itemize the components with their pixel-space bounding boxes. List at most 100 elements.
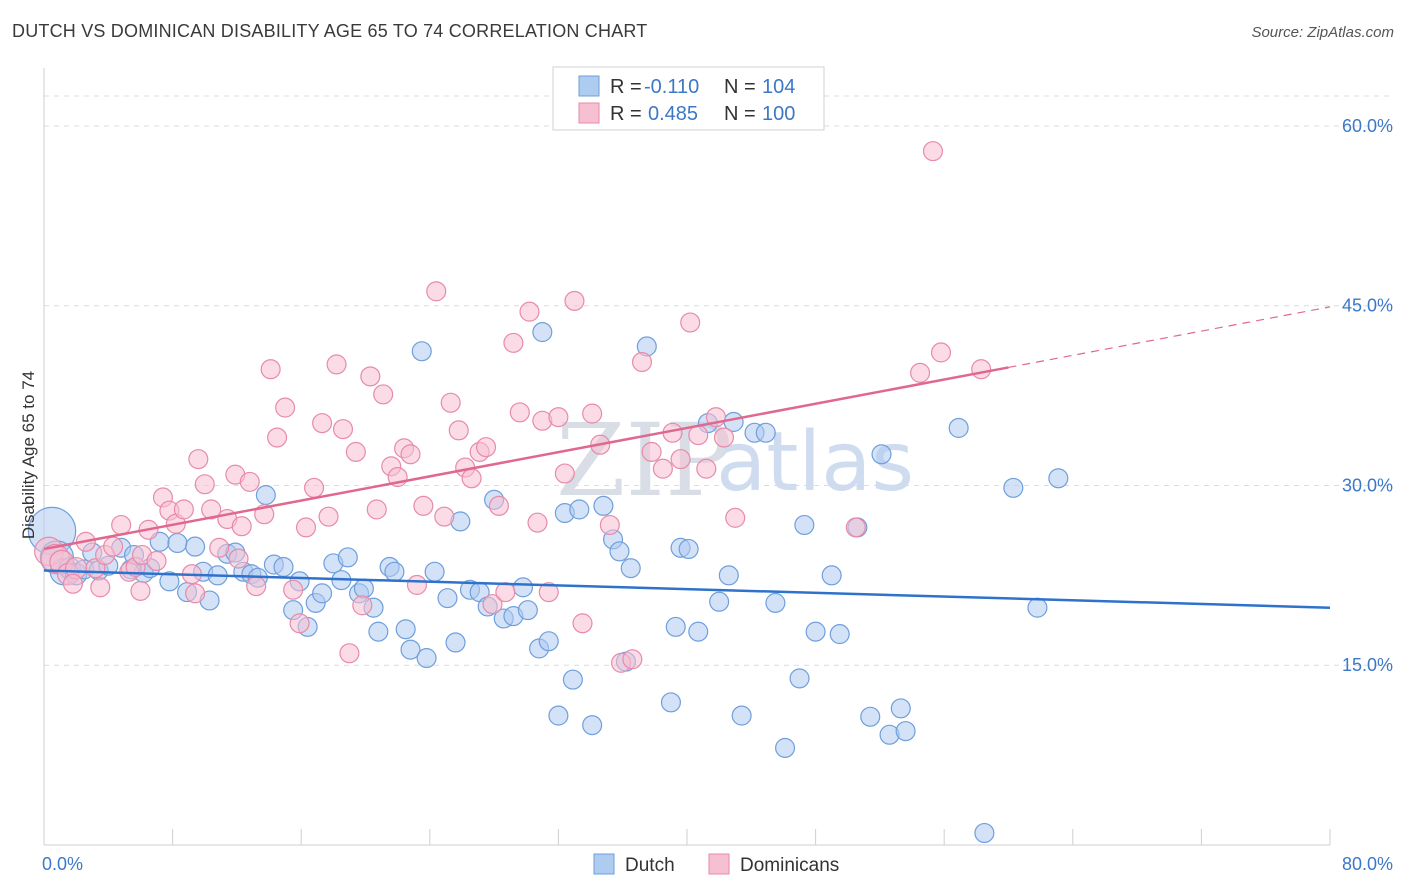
dominican-point <box>318 506 339 527</box>
legend: R = -0.110 N = 104 R = 0.485 N = 100 <box>552 66 825 131</box>
dominican-point <box>185 583 206 604</box>
legend-r-label-dutch: R = <box>610 76 642 98</box>
dominican-point <box>173 499 194 520</box>
legend-r-value-dominicans: 0.485 <box>648 103 698 125</box>
dutch-point <box>593 495 614 516</box>
dutch-point <box>789 668 810 689</box>
dutch-point <box>860 706 881 727</box>
dutch-point <box>582 715 603 736</box>
dutch-point <box>948 417 969 438</box>
dominican-point <box>696 458 717 479</box>
dutch-point <box>185 536 206 557</box>
dutch-point <box>368 621 389 642</box>
dutch-point <box>445 632 466 653</box>
dominican-point <box>295 517 317 538</box>
legend-r-value-dutch: -0.110 <box>644 76 699 98</box>
legend-n-label-dutch: N = <box>724 76 756 98</box>
dominican-point <box>503 332 524 353</box>
dutch-point <box>688 621 709 642</box>
dutch-trend-line <box>43 569 1331 609</box>
y-axis-label: Disability Age 65 to 74 <box>19 371 38 539</box>
dominican-point <box>289 613 310 634</box>
dutch-point <box>424 561 445 582</box>
dominican-point <box>434 506 455 527</box>
dominican-point <box>713 427 735 448</box>
dutch-point <box>805 621 826 642</box>
legend-swatch-dutch <box>578 75 600 97</box>
dominican-point <box>239 471 260 492</box>
dominican-point <box>339 643 360 664</box>
x-tick-max: 80.0% <box>1342 854 1393 874</box>
dutch-point <box>548 705 569 726</box>
dominican-point <box>111 514 132 536</box>
legend-r-label-dominicans: R = <box>610 103 642 125</box>
dominican-point <box>910 362 931 383</box>
dutch-point <box>569 499 590 520</box>
y-tick-label: 45.0% <box>1342 296 1393 316</box>
dutch-point <box>794 514 815 536</box>
dominican-point <box>312 413 333 434</box>
dominican-point <box>680 312 701 333</box>
dutch-point <box>890 698 911 719</box>
dominican-point <box>373 384 394 405</box>
dutch-point <box>255 485 276 506</box>
dutch-point <box>411 341 432 362</box>
dominican-point <box>564 290 585 311</box>
dominican-point <box>267 427 288 448</box>
dutch-point <box>731 705 752 726</box>
dominican-point <box>482 594 503 615</box>
dominican-point <box>622 649 643 670</box>
dominican-point <box>345 441 366 462</box>
dutch-point <box>1048 468 1069 489</box>
dutch-point <box>273 556 294 578</box>
dutch-point <box>512 577 534 598</box>
dominican-point <box>275 397 296 418</box>
dominican-point <box>488 495 509 516</box>
dominican-point <box>509 402 530 423</box>
dominican-point <box>461 468 482 489</box>
bottom-legend-swatch-dutch <box>593 853 615 875</box>
dominican-point <box>103 536 124 557</box>
y-tick-label: 15.0% <box>1342 655 1393 675</box>
dutch-point <box>609 541 630 562</box>
dominican-point <box>519 301 540 322</box>
dominican-point <box>922 141 943 162</box>
dominican-point <box>670 449 691 470</box>
dutch-point <box>312 583 333 604</box>
dutch-point <box>974 822 995 844</box>
dutch-point <box>678 538 699 560</box>
dominican-point <box>194 474 215 495</box>
trend-lines <box>43 306 1331 609</box>
dutch-point <box>562 669 583 690</box>
dominican-point <box>228 548 249 569</box>
dominican-point <box>725 507 746 528</box>
dominican-point <box>495 582 516 603</box>
dominican-point <box>130 580 151 601</box>
bottom-legend-swatch-dominicans <box>708 853 730 875</box>
source-label: Source: ZipAtlas.com <box>1251 24 1394 41</box>
dominican-point <box>260 359 281 380</box>
chart-title: DUTCH VS DOMINICAN DISABILITY AGE 65 TO … <box>12 21 648 41</box>
x-tick-min: 0.0% <box>42 854 83 874</box>
y-tick-labels: 15.0% 30.0% 45.0% 60.0% <box>1342 116 1393 675</box>
dominican-point <box>201 499 222 520</box>
dominican-point <box>283 579 304 600</box>
dominican-trend-extension <box>1008 306 1331 369</box>
dutch-point <box>532 322 553 343</box>
dominican-point <box>631 351 653 373</box>
dutch-point <box>437 588 458 609</box>
dutch-point <box>167 532 188 554</box>
dutch-point <box>718 565 739 586</box>
dutch-point <box>775 737 796 758</box>
dutch-point <box>1003 477 1024 498</box>
y-tick-label: 30.0% <box>1342 475 1393 495</box>
dominican-point <box>448 420 469 441</box>
dutch-point <box>765 592 786 613</box>
dominican-point <box>548 407 569 428</box>
dominican-point <box>188 449 209 470</box>
dominican-trend-line <box>43 366 1009 551</box>
y-tick-label: 60.0% <box>1342 116 1393 136</box>
bottom-legend-dutch: Dutch <box>625 855 675 876</box>
axes <box>43 68 1331 846</box>
dominican-point <box>352 595 373 616</box>
